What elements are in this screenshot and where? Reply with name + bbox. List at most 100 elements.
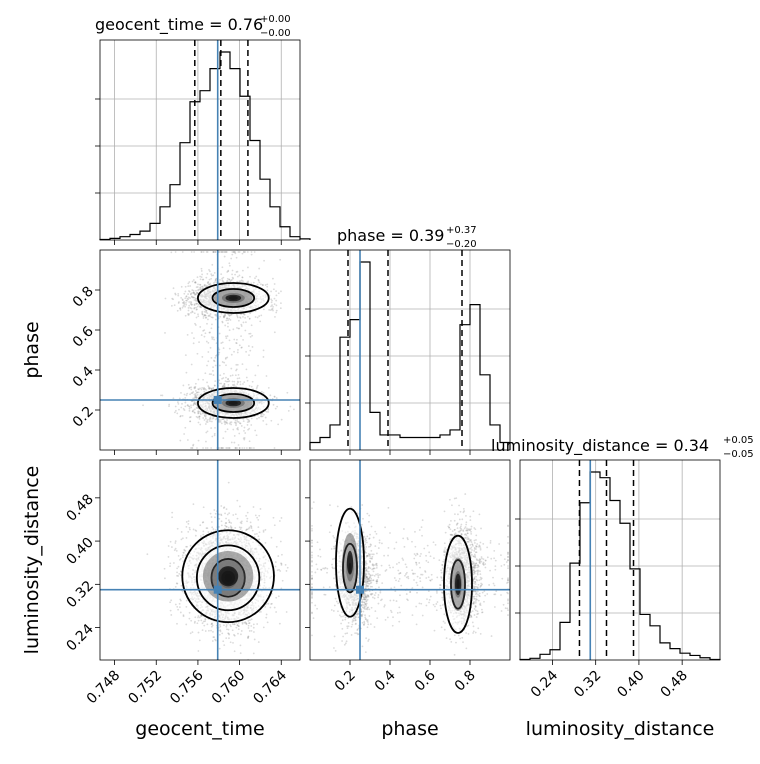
sample-point <box>193 297 195 299</box>
sample-point <box>209 279 211 281</box>
sample-point <box>275 312 277 314</box>
sample-point <box>189 291 191 293</box>
sample-point <box>196 303 198 305</box>
sample-point <box>206 419 208 421</box>
sample-point <box>239 447 241 449</box>
sample-point <box>197 315 199 317</box>
sample-point <box>207 421 209 423</box>
sample-point <box>245 351 247 353</box>
sample-point <box>239 251 241 253</box>
sample-point <box>180 415 182 417</box>
sample-point <box>177 528 179 530</box>
panel-frame <box>100 40 300 240</box>
sample-point <box>209 373 211 375</box>
sample-point <box>267 603 269 605</box>
sample-point <box>214 433 216 435</box>
sample-point <box>182 415 184 417</box>
sample-point <box>229 329 231 331</box>
sample-point <box>211 388 213 390</box>
sample-point <box>196 292 198 294</box>
sample-point <box>270 298 272 300</box>
sample-point <box>273 288 275 290</box>
sample-point <box>180 392 182 394</box>
sample-point <box>286 392 288 394</box>
sample-point <box>186 526 188 528</box>
sample-point <box>197 283 199 285</box>
sample-point <box>212 370 214 372</box>
sample-point <box>186 300 188 302</box>
sample-point <box>196 407 198 409</box>
sample-point <box>187 531 189 533</box>
sample-point <box>197 410 199 412</box>
sample-point <box>182 307 184 309</box>
sample-point <box>214 360 216 362</box>
sample-point <box>168 404 170 406</box>
sample-point <box>239 526 241 528</box>
title-text: geocent_time = 0.76 <box>95 15 263 35</box>
sample-point <box>242 383 244 385</box>
sample-point <box>201 274 203 276</box>
sample-point <box>266 286 268 288</box>
sample-point <box>196 309 198 311</box>
sample-point <box>277 555 279 557</box>
sample-point <box>252 530 254 532</box>
sample-point <box>225 358 227 360</box>
sample-point <box>182 251 184 253</box>
sample-point <box>199 418 201 420</box>
sample-point <box>266 423 268 425</box>
sample-point <box>247 251 249 253</box>
sample-point <box>230 375 232 377</box>
sample-point <box>190 404 192 406</box>
sample-point <box>225 377 227 379</box>
sample-point <box>270 420 272 422</box>
sample-point <box>190 407 192 409</box>
sample-point <box>223 507 225 509</box>
sample-point <box>199 326 201 328</box>
sample-point <box>226 419 228 421</box>
sample-point <box>276 305 278 307</box>
sample-point <box>257 284 259 286</box>
sample-point <box>193 337 195 339</box>
sample-point <box>206 365 208 367</box>
sample-point <box>175 406 177 408</box>
sample-point <box>199 524 201 526</box>
sample-point <box>201 270 203 272</box>
sample-point <box>164 332 166 334</box>
sample-point <box>207 385 209 387</box>
sample-point <box>224 386 226 388</box>
sample-point <box>281 554 283 556</box>
sample-point <box>248 428 250 430</box>
sample-point <box>224 325 226 327</box>
sample-point <box>251 254 253 256</box>
sample-point <box>198 412 200 414</box>
sample-point <box>211 264 213 266</box>
sample-point <box>203 388 205 390</box>
density-peak <box>226 295 242 302</box>
sample-point <box>228 262 230 264</box>
sample-point <box>195 298 197 300</box>
sample-point <box>250 336 252 338</box>
sample-point <box>210 278 212 280</box>
sample-point <box>207 531 209 533</box>
sample-point <box>201 389 203 391</box>
sample-point <box>199 306 201 308</box>
sample-point <box>175 604 177 606</box>
sample-point <box>198 422 200 424</box>
sample-point <box>234 650 236 652</box>
sample-point <box>258 268 260 270</box>
sample-point <box>199 424 201 426</box>
sample-point <box>200 278 202 280</box>
sample-point <box>194 622 196 624</box>
sample-point <box>243 381 245 383</box>
sample-point <box>256 386 258 388</box>
sample-point <box>206 273 208 275</box>
sample-point <box>193 529 195 531</box>
sample-point <box>185 315 187 317</box>
sample-point <box>231 273 233 275</box>
sample-point <box>195 397 197 399</box>
title-minus: −0.00 <box>260 28 291 39</box>
sample-point <box>237 378 239 380</box>
sample-point <box>224 256 226 258</box>
sample-point <box>190 293 192 295</box>
sample-point <box>248 625 250 627</box>
